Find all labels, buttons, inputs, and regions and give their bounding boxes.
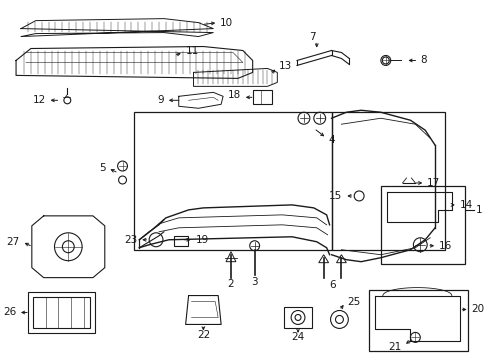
Text: 18: 18	[227, 90, 241, 100]
Bar	[33, 297, 90, 328]
Bar	[369, 289, 467, 351]
Bar	[284, 306, 312, 328]
Text: 12: 12	[32, 95, 46, 105]
Text: 25: 25	[347, 297, 361, 306]
Bar	[253, 90, 272, 104]
Text: 11: 11	[186, 46, 199, 57]
Text: 6: 6	[329, 280, 336, 289]
Text: 24: 24	[292, 332, 305, 342]
Text: 22: 22	[197, 330, 210, 341]
Text: 26: 26	[3, 307, 16, 318]
Text: 15: 15	[329, 191, 343, 201]
Text: 8: 8	[420, 55, 427, 66]
Text: 17: 17	[427, 178, 441, 188]
Text: 5: 5	[99, 163, 106, 173]
Bar	[332, 112, 445, 250]
Bar	[134, 112, 332, 250]
Text: 27: 27	[7, 237, 20, 247]
Text: 9: 9	[157, 95, 164, 105]
Bar	[174, 236, 188, 246]
Text: 23: 23	[124, 235, 137, 245]
Bar	[28, 292, 95, 333]
Text: 19: 19	[196, 235, 209, 245]
Text: 2: 2	[228, 279, 234, 289]
Text: 3: 3	[251, 276, 258, 287]
Text: 10: 10	[220, 18, 233, 28]
Text: 16: 16	[439, 241, 452, 251]
Bar	[381, 186, 465, 264]
Text: 7: 7	[310, 32, 316, 41]
Text: 1: 1	[475, 205, 482, 215]
Text: 21: 21	[388, 342, 402, 352]
Text: 13: 13	[279, 62, 293, 71]
Text: 4: 4	[329, 135, 335, 145]
Text: 20: 20	[471, 305, 485, 315]
Text: 14: 14	[460, 200, 473, 210]
